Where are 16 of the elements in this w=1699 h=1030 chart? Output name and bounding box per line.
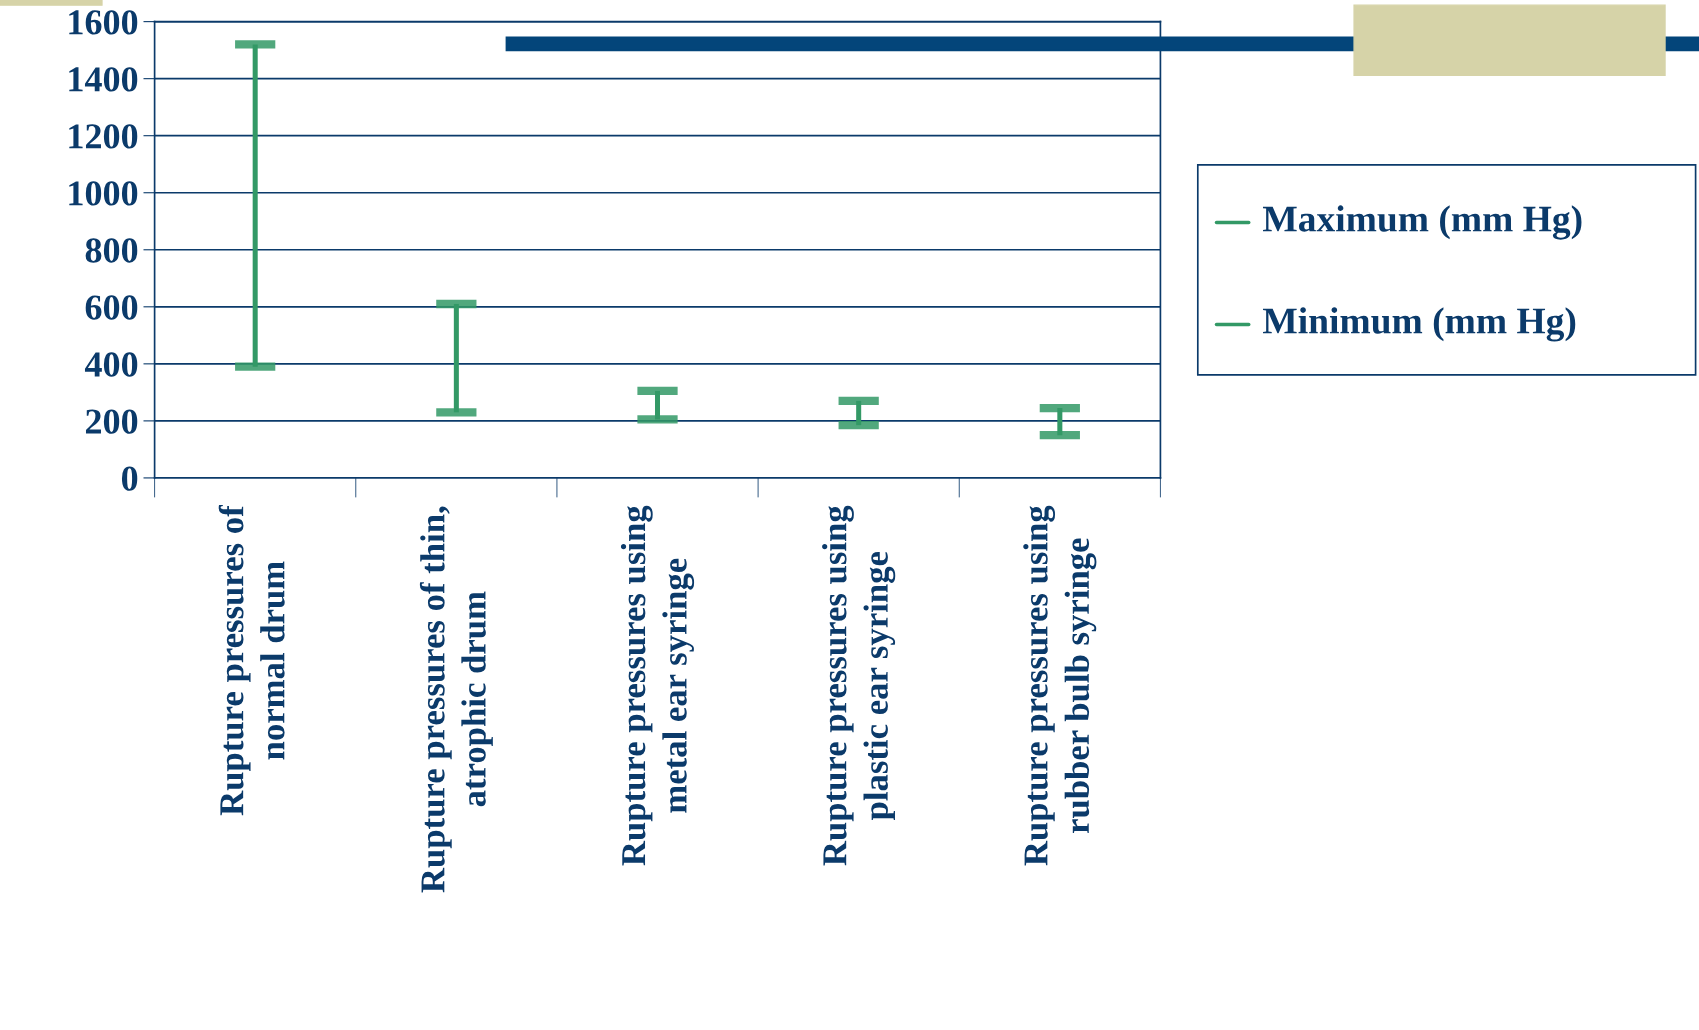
x-tick-label: Rupture pressures using metal ear syringe [620,505,695,866]
x-tick-label: Rupture pressures using rubber bulb syringe [1023,505,1097,866]
y-tick-label: 0 [121,466,138,491]
y-tick-label: 1200 [69,124,138,149]
y-tick-label: 200 [85,409,138,434]
x-tick-label: Rupture pressures of normal drum [218,504,285,816]
y-tick-label: 1600 [69,10,138,35]
y-tick-label: 600 [85,295,138,320]
x-tick-label: Rupture pressures of thin, atrophic drum [419,506,493,893]
y-tick-label: 400 [84,352,138,377]
y-tick-label: 1000 [69,181,138,206]
y-tick-label: 1400 [69,67,138,92]
x-tick-label: Rupture pressures using plastic ear syringe [822,505,896,866]
text: Maximum (mm Hg) [1263,205,1582,240]
text: Minimum (mm Hg) [1263,307,1576,342]
y-tick-label: 800 [85,238,138,263]
